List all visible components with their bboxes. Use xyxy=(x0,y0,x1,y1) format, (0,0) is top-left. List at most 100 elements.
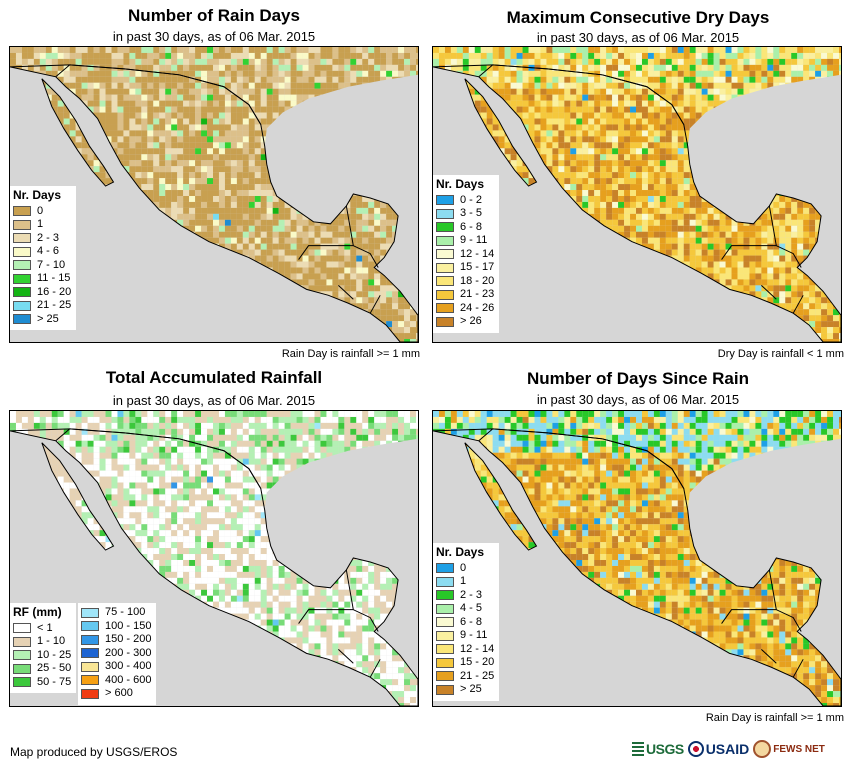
legend-swatch xyxy=(81,675,99,686)
legend-label: 15 - 17 xyxy=(460,261,495,273)
legend-label: 200 - 300 xyxy=(105,646,152,659)
legend-item: 16 - 20 xyxy=(13,286,71,300)
legend-item: > 25 xyxy=(13,313,71,327)
coastline xyxy=(10,64,418,342)
legend-item: 18 - 20 xyxy=(436,275,494,289)
legend-swatch xyxy=(13,636,31,647)
legend-swatch xyxy=(436,590,454,601)
legend-item: 4 - 6 xyxy=(13,245,71,259)
legend-item: 1 xyxy=(436,575,494,589)
legend-swatch xyxy=(436,684,454,695)
legend-swatch xyxy=(436,563,454,574)
legend-swatch xyxy=(13,677,31,688)
legend-label: > 26 xyxy=(460,315,482,327)
fews-logo-text: FEWS NET xyxy=(773,743,825,755)
legend-item: 21 - 23 xyxy=(436,288,494,302)
legend-swatch xyxy=(13,650,31,661)
legend-label: 12 - 14 xyxy=(460,247,495,260)
legend-item: 200 - 300 xyxy=(81,647,151,661)
legend-item: 15 - 20 xyxy=(436,656,494,670)
legend-label: 1 xyxy=(37,218,44,230)
legend-label: 16 - 20 xyxy=(37,285,72,298)
legend-label: 6 - 8 xyxy=(460,220,483,233)
legend-title: Nr. Days xyxy=(436,545,485,559)
panel-4-title: Number of Days Since Rain xyxy=(526,369,749,388)
legend-label: 21 - 25 xyxy=(460,669,495,682)
legend-label: 9 - 11 xyxy=(460,234,488,246)
panel-3-subtitle: in past 30 days, as of 06 Mar. 2015 xyxy=(112,393,316,408)
legend-item: 9 - 11 xyxy=(436,234,494,248)
legend-label: > 600 xyxy=(105,687,133,699)
legend-label: 50 - 75 xyxy=(37,675,72,688)
legend-swatch xyxy=(436,657,454,668)
legend-label: 7 - 10 xyxy=(37,258,66,271)
legend-swatch xyxy=(13,314,31,325)
panel-1-title: Number of Rain Days xyxy=(128,6,300,25)
days-since-rain-note: Rain Day is rainfall >= 1 mm xyxy=(705,712,844,724)
legend-swatch xyxy=(436,630,454,641)
fews-net-logo: FEWS NET xyxy=(753,740,825,758)
dry-days-note: Dry Day is rainfall < 1 mm xyxy=(717,348,844,360)
legend-swatch xyxy=(81,661,99,672)
legend-item: 11 - 15 xyxy=(13,272,71,286)
usgs-mark-icon xyxy=(632,742,644,756)
panel-4-subtitle: in past 30 days, as of 06 Mar. 2015 xyxy=(536,392,740,407)
legend-swatch xyxy=(81,621,99,632)
legend-label: 75 - 100 xyxy=(105,606,146,618)
legend-label: 150 - 200 xyxy=(105,633,152,645)
legend-item: 50 - 75 xyxy=(13,676,71,690)
country-borders xyxy=(478,428,804,678)
legend-swatch xyxy=(436,276,454,287)
legend-item: 12 - 14 xyxy=(436,643,494,657)
legend-swatch xyxy=(436,235,454,246)
legend-item: 3 - 5 xyxy=(436,207,494,221)
legend-title: Nr. Days xyxy=(436,177,485,191)
legend-swatch xyxy=(13,246,31,257)
legend-label: 15 - 20 xyxy=(460,656,495,668)
usaid-seal-icon xyxy=(687,741,704,757)
legend-title: Nr. Days xyxy=(13,188,62,202)
legend-swatch xyxy=(436,195,454,206)
legend-swatch xyxy=(436,576,454,587)
fews-seal-icon xyxy=(753,740,772,758)
legend-swatch xyxy=(13,219,31,230)
legend-label: 1 - 10 xyxy=(37,635,66,647)
legend-item: > 25 xyxy=(436,683,494,697)
legend-label: < 1 xyxy=(37,621,53,634)
credit-text: Map produced by USGS/EROS xyxy=(10,745,178,759)
legend-swatch xyxy=(13,623,31,634)
usaid-logo-text: USAID xyxy=(705,741,750,757)
legend-title: RF (mm) xyxy=(13,605,62,619)
legend-label: 300 - 400 xyxy=(105,660,152,672)
legend-item: 6 - 8 xyxy=(436,616,494,630)
legend-item: > 26 xyxy=(436,315,494,329)
rain-days-note: Rain Day is rainfall >= 1 mm xyxy=(281,348,420,360)
coastline xyxy=(433,64,841,342)
legend-item: < 1 xyxy=(13,622,71,636)
usgs-logo-text: USGS xyxy=(646,741,684,757)
legend-label: 1 xyxy=(460,575,467,587)
legend-swatch xyxy=(436,644,454,655)
legend-swatch xyxy=(436,289,454,300)
rainfall-legend-right: 75 - 100 100 - 150 150 - 200 200 - 300 300 -… xyxy=(78,603,157,705)
legend-swatch xyxy=(436,316,454,327)
legend-swatch xyxy=(436,222,454,233)
legend-item: 1 - 10 xyxy=(13,635,71,649)
legend-item: 12 - 14 xyxy=(436,248,494,262)
legend-item: 6 - 8 xyxy=(436,221,494,235)
legend-label: 12 - 14 xyxy=(460,642,495,655)
legend-label: 18 - 20 xyxy=(460,274,495,287)
legend-item: 300 - 400 xyxy=(81,660,151,674)
panel-2-title: Maximum Consecutive Dry Days xyxy=(506,8,770,27)
panel-3-title: Total Accumulated Rainfall xyxy=(105,368,323,387)
legend-item: > 600 xyxy=(81,687,151,701)
legend-item: 0 xyxy=(436,562,494,576)
legend-swatch xyxy=(436,208,454,219)
legend-label: 4 - 5 xyxy=(460,602,483,614)
legend-swatch xyxy=(13,287,31,298)
legend-item: 0 xyxy=(13,205,71,219)
legend-label: 0 xyxy=(460,561,467,574)
legend-label: 100 - 150 xyxy=(105,619,152,632)
